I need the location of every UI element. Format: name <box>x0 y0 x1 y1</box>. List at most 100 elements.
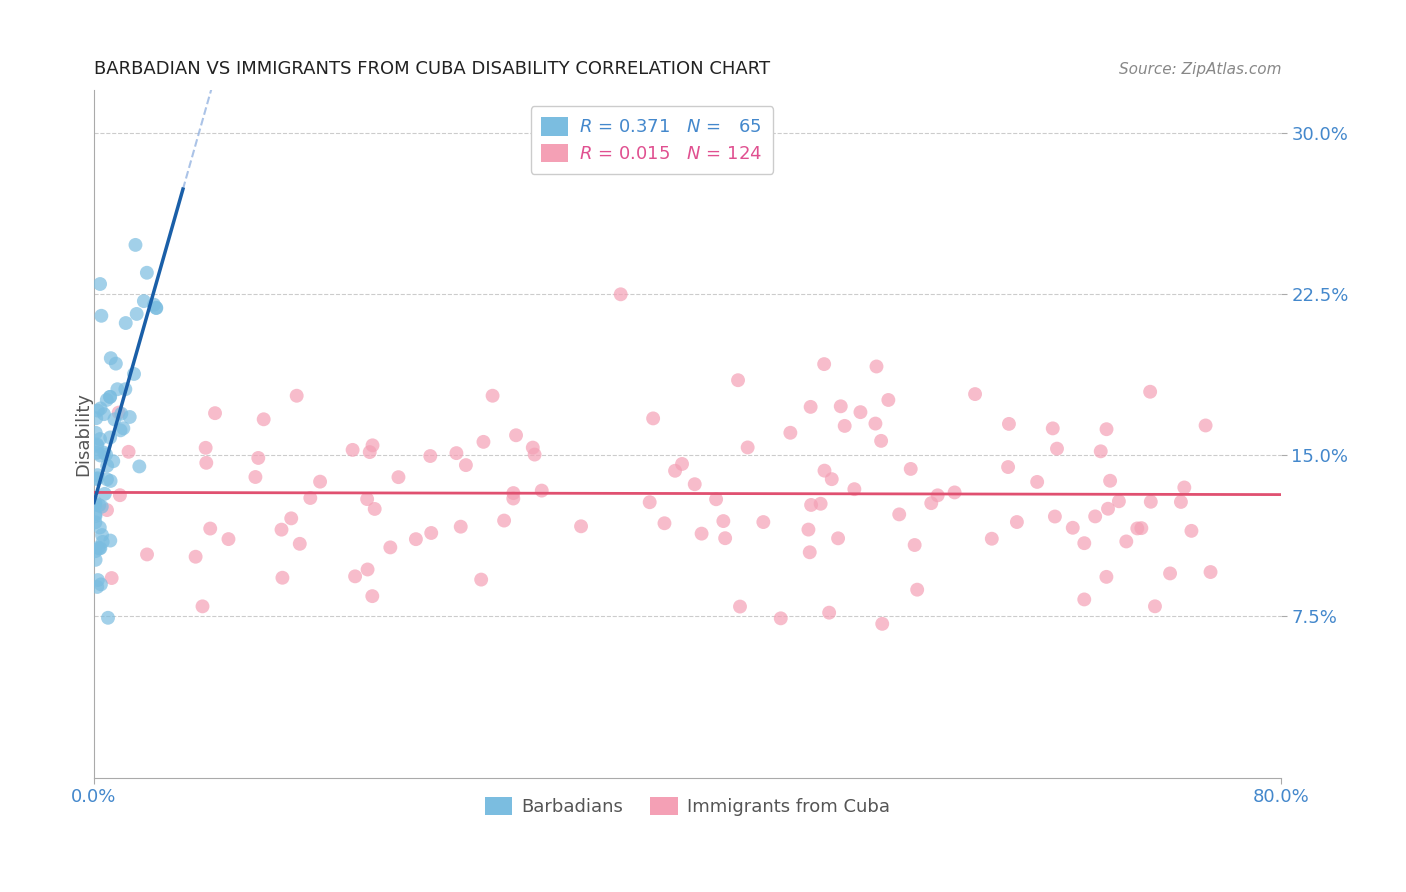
Point <box>195 456 218 470</box>
Point <box>727 373 749 387</box>
Point <box>830 399 852 413</box>
Point <box>200 522 222 536</box>
Point <box>217 532 239 546</box>
Point <box>1090 444 1112 458</box>
Point <box>865 417 887 431</box>
Point <box>998 417 1021 431</box>
Point <box>1097 501 1119 516</box>
Point <box>89 498 111 512</box>
Point <box>900 462 922 476</box>
Point <box>1084 509 1107 524</box>
Point <box>103 454 125 468</box>
Point <box>827 531 849 545</box>
Point <box>813 357 835 371</box>
Point <box>472 434 495 449</box>
Point <box>997 460 1019 475</box>
Point <box>1173 480 1195 494</box>
Point <box>96 392 118 407</box>
Point <box>89 541 111 555</box>
Point <box>247 450 270 465</box>
Point <box>704 492 727 507</box>
Point <box>84 553 107 567</box>
Point <box>132 294 155 309</box>
Point <box>1046 442 1069 456</box>
Point <box>1005 515 1028 529</box>
Point <box>98 533 121 548</box>
Point <box>114 316 136 330</box>
Point <box>280 511 302 525</box>
Point <box>502 486 524 500</box>
Point <box>103 412 125 426</box>
Point <box>90 500 112 514</box>
Point <box>714 531 737 545</box>
Point <box>943 485 966 500</box>
Point <box>965 387 987 401</box>
Point <box>664 464 686 478</box>
Point <box>359 445 381 459</box>
Point <box>86 472 108 486</box>
Point <box>800 498 823 512</box>
Point <box>309 475 332 489</box>
Point <box>870 434 893 448</box>
Point <box>100 571 122 585</box>
Point <box>643 411 665 425</box>
Point <box>1139 495 1161 509</box>
Point <box>342 442 364 457</box>
Point <box>245 470 267 484</box>
Point <box>91 534 114 549</box>
Text: Source: ZipAtlas.com: Source: ZipAtlas.com <box>1119 62 1281 77</box>
Point <box>90 401 112 416</box>
Point <box>84 508 107 522</box>
Text: BARBADIAN VS IMMIGRANTS FROM CUBA DISABILITY CORRELATION CHART: BARBADIAN VS IMMIGRANTS FROM CUBA DISABI… <box>94 60 770 78</box>
Point <box>94 487 117 501</box>
Point <box>494 514 516 528</box>
Point <box>344 569 367 583</box>
Point <box>419 449 441 463</box>
Point <box>145 301 167 315</box>
Point <box>105 382 128 396</box>
Point <box>84 495 107 509</box>
Point <box>86 471 108 485</box>
Point <box>104 357 127 371</box>
Point <box>89 432 111 446</box>
Point <box>502 491 524 506</box>
Point <box>89 520 111 534</box>
Point <box>683 477 706 491</box>
Point <box>779 425 801 440</box>
Point <box>405 532 427 546</box>
Point <box>96 458 118 473</box>
Point <box>86 439 108 453</box>
Point <box>920 496 942 510</box>
Point <box>142 298 165 312</box>
Point <box>638 495 661 509</box>
Point <box>91 528 114 542</box>
Point <box>454 458 477 472</box>
Point <box>1108 494 1130 508</box>
Point <box>128 459 150 474</box>
Point <box>93 407 115 421</box>
Point <box>98 390 121 404</box>
Point <box>1062 521 1084 535</box>
Point <box>90 309 112 323</box>
Point <box>1073 536 1095 550</box>
Point <box>927 488 949 502</box>
Point <box>1126 521 1149 535</box>
Point <box>1159 566 1181 581</box>
Point <box>1099 474 1122 488</box>
Point <box>96 472 118 486</box>
Point <box>108 488 131 502</box>
Point <box>1115 534 1137 549</box>
Point <box>84 544 107 558</box>
Point <box>654 516 676 531</box>
Point <box>98 430 121 444</box>
Point <box>446 446 468 460</box>
Point <box>980 532 1002 546</box>
Point <box>97 611 120 625</box>
Point <box>94 448 117 462</box>
Point <box>184 549 207 564</box>
Point <box>671 457 693 471</box>
Point <box>387 470 409 484</box>
Point <box>135 266 157 280</box>
Point <box>253 412 276 426</box>
Point <box>270 523 292 537</box>
